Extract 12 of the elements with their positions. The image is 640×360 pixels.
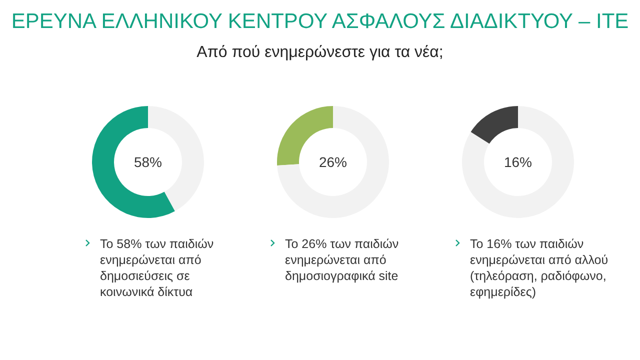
text: 58% (134, 154, 162, 170)
donut-slice (277, 106, 389, 218)
text: Το 16% των παιδιών ενημερώνεται από αλλού (τηλεόραση, ραδιόφωνο, εφημερίδες) (470, 237, 608, 299)
donut-slice (92, 106, 175, 218)
text: Το 26% των παιδιών ενημερώνεται από δημοσιογραφικά site (285, 237, 399, 283)
text: ΕΡΕΥΝΑ ΕΛΛΗΝΙΚΟΥ ΚΕΝΤΡΟΥ ΑΣΦΑΛΟΥΣ ΔΙΑΔΙΚΤΥΟΥ – ΙΤΕ (11, 10, 629, 33)
donut-slice (470, 106, 518, 144)
donut-slice (462, 106, 574, 218)
text: 16% (504, 154, 532, 170)
text: 26% (318, 154, 348, 170)
text: Από πού ενημερώνεστε για τα νέα; (196, 44, 444, 61)
text: Το 58% των παιδιών ενημερώνεται από δημοσιεύσεις σε κοινωνικά δίκτυα (100, 237, 214, 299)
